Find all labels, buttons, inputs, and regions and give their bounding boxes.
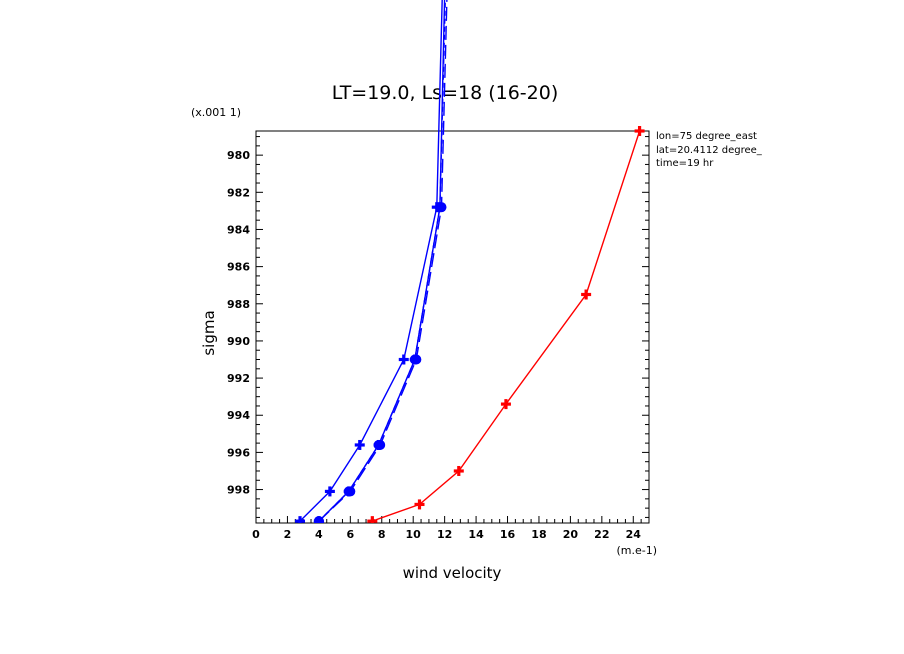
series-4 — [367, 126, 645, 523]
y-tick-label: 984 — [227, 223, 250, 236]
data-point — [295, 516, 306, 523]
x-tick-label: 24 — [626, 528, 642, 541]
series-line — [299, 0, 443, 522]
series-line — [318, 0, 446, 522]
y-tick-label: 986 — [227, 261, 250, 274]
series-3 — [313, 0, 448, 523]
y-tick-label: 982 — [227, 186, 250, 199]
series-line — [372, 130, 641, 522]
data-point — [500, 399, 511, 410]
y-axis-ticks: 980 982 984 986 988 990 992 994 996 998 — [227, 136, 649, 518]
plot-frame — [255, 130, 650, 524]
x-tick-label: 14 — [468, 528, 484, 541]
annotation-lon: lon=75 degree_east — [656, 131, 757, 142]
y-tick-label: 994 — [227, 409, 250, 422]
series-0 — [295, 0, 443, 523]
x-tick-label: 4 — [315, 528, 323, 541]
data-point — [375, 439, 386, 450]
series-layer — [295, 0, 645, 523]
x-tick-label: 16 — [500, 528, 516, 541]
data-point — [367, 516, 378, 523]
y-tick-label: 996 — [227, 446, 250, 459]
data-point — [345, 486, 356, 497]
x-tick-label: 12 — [437, 528, 452, 541]
data-point — [411, 354, 422, 365]
y-tick-label: 998 — [227, 484, 250, 497]
x-tick-label: 0 — [252, 528, 260, 541]
y-tick-label: 980 — [227, 149, 250, 162]
data-point — [313, 516, 324, 523]
data-point — [581, 289, 592, 300]
x-unit-label: (m.e-1) — [616, 544, 657, 557]
annotation-time: time=19 hr — [656, 158, 714, 169]
series-line — [318, 0, 448, 522]
y-axis-label: sigma — [200, 310, 218, 355]
data-point — [324, 486, 335, 497]
data-point — [414, 499, 425, 510]
x-axis-ticks: 0 2 4 6 8 10 12 14 16 18 20 22 24 — [252, 516, 642, 541]
data-point — [634, 126, 645, 136]
x-axis-label: wind velocity — [403, 564, 502, 582]
x-tick-label: 6 — [346, 528, 354, 541]
y-tick-label: 990 — [227, 335, 250, 348]
annotation-block: lon=75 degree_east lat=20.4112 degree_ t… — [656, 131, 763, 169]
x-tick-label: 8 — [378, 528, 386, 541]
x-tick-label: 20 — [563, 528, 579, 541]
x-tick-label: 22 — [594, 528, 609, 541]
x-tick-label: 2 — [284, 528, 292, 541]
data-point — [453, 465, 464, 476]
data-point — [354, 439, 365, 450]
annotation-lat: lat=20.4112 degree_ — [656, 145, 763, 156]
data-point — [436, 202, 447, 213]
x-tick-label: 10 — [406, 528, 422, 541]
x-tick-label: 18 — [531, 528, 546, 541]
data-point — [398, 354, 409, 365]
y-tick-label: 992 — [227, 372, 250, 385]
y-tick-label: 988 — [227, 298, 250, 311]
y-unit-label: (x.001 1) — [191, 106, 241, 119]
